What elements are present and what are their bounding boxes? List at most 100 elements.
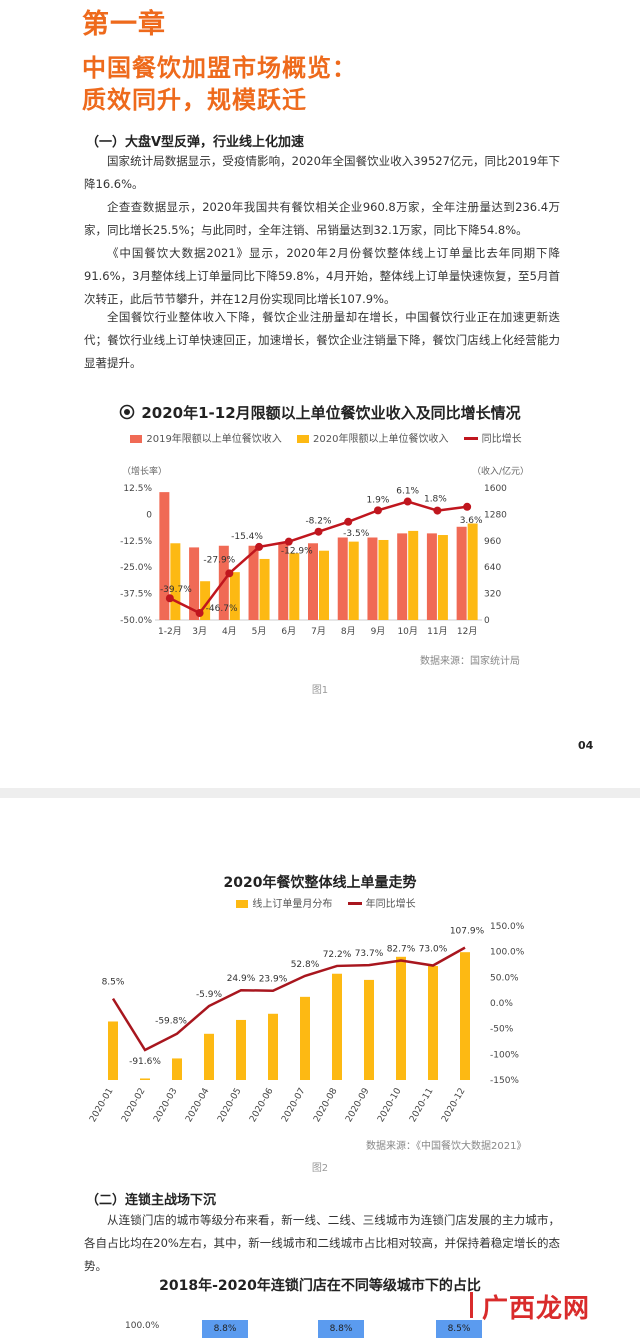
chart1-growth-point (433, 506, 442, 515)
paragraph-5: 从连锁门店的城市等级分布来看，新一线、二线、三线城市为连锁门店发展的主力城市，各… (84, 1213, 560, 1273)
paragraph-1: 国家统计局数据显示，受疫情影响，2020年全国餐饮业收入39527亿元，同比20… (84, 154, 560, 191)
chart2-x-tick: 2020-02 (120, 1087, 147, 1125)
chart2-right-tick: -50% (490, 1025, 514, 1035)
chart2-source: 数据来源：《中国餐饮大数据2021》 (366, 1141, 527, 1152)
chart1-bar-2019 (189, 547, 200, 620)
chart1-growth-point (284, 537, 293, 546)
chart2-bar-orders (108, 1021, 118, 1080)
chart1-growth-label: 1.9% (367, 495, 390, 505)
chart2-bar-orders (172, 1058, 182, 1080)
chart2-x-tick: 2020-10 (376, 1086, 404, 1124)
chart1-growth-label: -15.4% (231, 532, 263, 542)
chart2-bar-orders (396, 956, 406, 1080)
chart2-x-tick: 2020-12 (440, 1087, 467, 1125)
chart1-bar-2019 (159, 492, 170, 620)
chart2-x-tick: 2020-05 (216, 1087, 243, 1125)
chart2-yoy-line (111, 946, 466, 1052)
chart2-bar-orders (236, 1019, 246, 1080)
chart2-right-tick: -150% (490, 1076, 519, 1086)
chart2-yoy-label: -5.9% (196, 990, 223, 1000)
chart2-right-tick: 0.0% (490, 999, 513, 1009)
chart1-growth-label: -8.2% (305, 517, 332, 527)
chart1-bar-2020 (348, 541, 359, 620)
chapter-title-line2: 质效同升，规模跃迁 (82, 86, 307, 114)
chart1-bar-2020 (319, 550, 329, 620)
section-2-heading: （二）连锁主战场下沉 (86, 1193, 217, 1208)
chart1-growth-label: -27.9% (203, 555, 235, 565)
chart1-growth-point (165, 594, 174, 603)
chart2-bar-orders (364, 979, 374, 1080)
chart2-yoy-label: 72.2% (323, 950, 352, 960)
chart1-right-tick: 960 (484, 537, 501, 547)
chart1-x-tick: 7月 (311, 626, 326, 637)
chart1-growth-label: 1.8% (424, 495, 447, 505)
chart1-svg: （增长率） （收入/亿元） 12.5% 0 -12.5% -25.0% -37.5% -50.… (120, 465, 529, 637)
chart1-bar-2019 (218, 545, 229, 620)
chart1-right-tick: 0 (484, 616, 490, 626)
chart2-x-tick: 2020-04 (184, 1086, 212, 1124)
chart1-x-tick: 3月 (192, 626, 207, 637)
chart1-right-tick: 1600 (484, 484, 507, 494)
chart1-left-tick: -25.0% (120, 563, 152, 573)
chart1-x-tick: 5月 (252, 626, 267, 637)
chart1-bar-2019 (308, 543, 318, 620)
chart1-right-tick: 320 (484, 590, 501, 600)
chart1-title: 2020年1-12月限额以上单位餐饮业收入及同比增长情况 (0, 402, 640, 423)
chart1-left-tick: -50.0% (120, 616, 152, 626)
legend-swatch-yoy (347, 902, 362, 905)
chart1-title-text: 2020年1-12月限额以上单位餐饮业收入及同比增长情况 (141, 404, 521, 422)
chart1-growth-point (373, 506, 382, 515)
legend-swatch-2020 (297, 435, 309, 443)
target-icon (120, 404, 135, 420)
chart1-bar-2019 (426, 533, 437, 620)
chart1-x-tick: 8月 (341, 626, 356, 637)
chart1-growth-label: 6.1% (396, 487, 419, 497)
chart2-yoy-label: 24.9% (227, 974, 256, 984)
page-1: 第一章 中国餐饮加盟市场概览： 质效同升，规模跃迁 （一）大盘V型反弹，行业线上… (0, 9, 640, 752)
chart1-bar-2020 (408, 530, 419, 620)
chart1-source: 数据来源：国家统计局 (420, 656, 520, 667)
chart1-growth-point (195, 609, 204, 618)
chart1-growth-point (463, 502, 472, 511)
chart1-bar-2020 (289, 553, 300, 620)
chart2-x-tick: 2020-09 (344, 1086, 372, 1124)
chart2-yoy-label: 8.5% (102, 978, 125, 988)
chart2-bar-orders (300, 996, 310, 1080)
figure1-caption: 图1 (311, 685, 329, 696)
chart1-x-tick: 11月 (427, 626, 447, 637)
chart1-left-tick: -12.5% (120, 537, 152, 547)
chart2-title: 2020年餐饮整体线上单量走势 (223, 875, 417, 891)
chart1-bar-2020 (378, 539, 389, 620)
chart1-x-tick: 9月 (371, 626, 386, 637)
page-gap (0, 788, 640, 798)
chart2-bar-orders (204, 1033, 214, 1080)
chart1-x-tick: 6月 (281, 626, 296, 637)
legend-label-growth: 同比增长 (481, 434, 522, 445)
chart1-bar-2020 (200, 581, 211, 620)
chart3-segment-label: 8.5% (448, 1324, 471, 1334)
chart1-left-tick: 0 (146, 510, 152, 520)
chart2-x-tick: 2020-03 (152, 1087, 179, 1125)
chart1-left-axis-label: （增长率） (122, 465, 167, 477)
chart1-growth-label: -3.5% (343, 529, 370, 539)
chart2-yoy-label: 52.8% (291, 960, 320, 970)
chart1-x-tick: 12月 (457, 626, 477, 637)
chart1-growth-label: -39.7% (160, 585, 192, 595)
chart1-bar-2019 (248, 545, 259, 620)
chart1-growth-point (314, 527, 323, 536)
chart1-bar-2019 (397, 533, 408, 620)
watermark-text: 广西龙网 (482, 1294, 591, 1324)
section-1-heading: （一）大盘V型反弹，行业线上化加速 (86, 135, 305, 150)
paragraph-2: 企查查数据显示，2020年我国共有餐饮相关企业960.8万家，全年注册量达到23… (84, 200, 560, 237)
chart1-growth-label: -46.7% (206, 604, 238, 614)
chart2-yoy-label: 73.0% (419, 945, 448, 955)
chart2-right-tick: 50.0% (490, 973, 519, 983)
chart1-bar-2020 (259, 558, 270, 620)
chart1-x-tick: 4月 (222, 626, 237, 637)
chart1-x-tick: 10月 (397, 626, 417, 637)
chart3-title: 2018年-2020年连锁门店在不同等级城市下的占比 (159, 1278, 481, 1294)
chart1-growth-point (344, 517, 353, 526)
chart2-bar-orders (332, 973, 342, 1080)
chart1-bar-2019 (337, 537, 348, 620)
legend-label-2020: 2020年限额以上单位餐饮收入 (313, 434, 449, 445)
